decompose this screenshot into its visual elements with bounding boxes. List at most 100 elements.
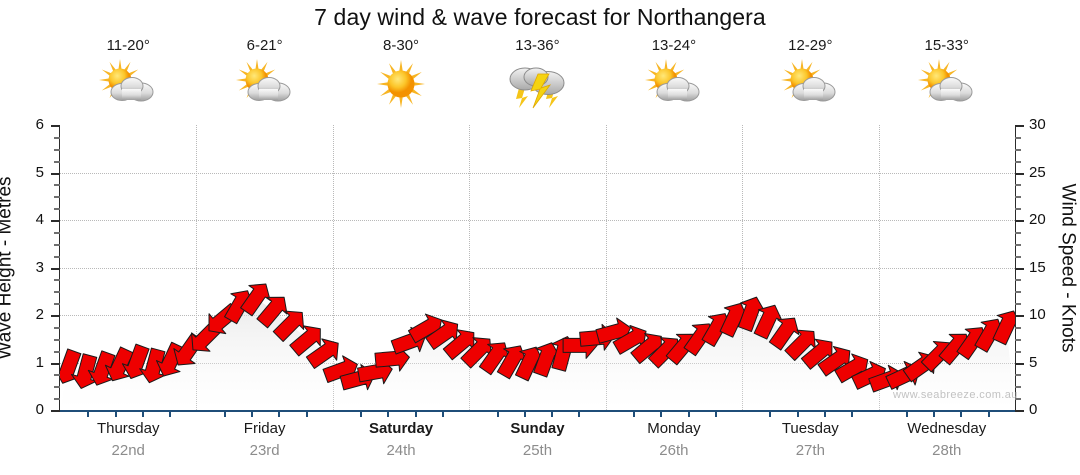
right-axis-minor-tick bbox=[1015, 279, 1021, 282]
left-axis-tick bbox=[51, 267, 60, 270]
right-axis-minor-tick bbox=[1015, 184, 1021, 187]
right-axis-minor-tick bbox=[1015, 160, 1021, 163]
x-axis-tick bbox=[414, 410, 417, 417]
right-axis-tick-label: 10 bbox=[1029, 306, 1046, 323]
left-axis-minor-tick bbox=[54, 208, 60, 211]
x-axis-tick bbox=[87, 410, 90, 417]
x-axis-tick bbox=[633, 410, 635, 417]
left-axis-tick-label: 4 bbox=[35, 211, 44, 228]
left-axis-tick-label: 1 bbox=[35, 353, 44, 371]
left-axis-tick-label: 6 bbox=[35, 116, 44, 133]
x-axis-tick bbox=[660, 410, 663, 417]
sun-behind-cloud-icon bbox=[778, 58, 842, 110]
horizontal-gridline bbox=[60, 267, 1015, 269]
left-axis-minor-tick bbox=[54, 231, 60, 234]
x-axis-tick bbox=[141, 410, 144, 417]
left-axis-tick-label: 3 bbox=[35, 258, 44, 276]
right-axis-minor-tick bbox=[1015, 196, 1021, 199]
x-axis-tick bbox=[251, 410, 253, 417]
day-date: 27th bbox=[795, 442, 825, 459]
day-separator-gridline bbox=[605, 125, 607, 410]
right-axis-minor-tick bbox=[1015, 303, 1021, 306]
x-axis-tick bbox=[496, 410, 499, 417]
day-date: 26th bbox=[659, 442, 689, 459]
left-axis-minor-tick bbox=[54, 338, 60, 341]
day-footer-monday: Monday 26th bbox=[606, 418, 742, 470]
day-separator-gridline bbox=[878, 125, 880, 410]
left-axis-tick bbox=[51, 315, 60, 317]
x-axis-tick bbox=[305, 410, 308, 417]
x-axis-tick bbox=[114, 410, 117, 417]
day-date: 24th bbox=[386, 442, 416, 459]
x-axis-tick bbox=[824, 410, 826, 417]
day-footer-strip: Thursday 22nd Friday 23rd Saturday 24th Sunday… bbox=[60, 418, 1015, 470]
temperature-range: 12-29° bbox=[788, 37, 833, 54]
thunderstorm-icon bbox=[505, 58, 569, 110]
right-axis-minor-tick bbox=[1015, 291, 1021, 294]
day-header-monday: 13-24° bbox=[606, 36, 742, 124]
wind-arrow-series bbox=[60, 283, 1015, 393]
x-axis-tick bbox=[551, 410, 554, 417]
x-axis-tick bbox=[905, 410, 908, 417]
left-axis-minor-tick bbox=[54, 196, 60, 199]
left-axis-minor-tick bbox=[54, 326, 60, 329]
right-axis-tick bbox=[1015, 172, 1024, 175]
right-axis-minor-tick bbox=[1015, 136, 1021, 139]
x-axis-tick bbox=[169, 410, 172, 417]
right-axis-minor-tick bbox=[1015, 255, 1021, 258]
left-axis-tick-label: 2 bbox=[35, 306, 44, 323]
day-header-saturday: 8-30° bbox=[333, 36, 469, 124]
left-axis-minor-tick bbox=[54, 136, 60, 139]
left-axis-minor-tick bbox=[54, 398, 60, 401]
sun-icon bbox=[369, 58, 433, 110]
day-footer-tuesday: Tuesday 27th bbox=[742, 418, 878, 470]
right-axis-tick-label: 20 bbox=[1029, 211, 1046, 228]
page-title: 7 day wind & wave forecast for Northange… bbox=[314, 4, 766, 30]
horizontal-gridline bbox=[60, 220, 1015, 221]
left-axis-tick-label: 5 bbox=[35, 163, 44, 181]
x-axis-tick bbox=[578, 410, 581, 417]
left-axis-tick-label: 0 bbox=[35, 401, 44, 418]
left-axis-minor-tick bbox=[54, 184, 60, 187]
day-separator-gridline bbox=[196, 125, 198, 410]
x-axis-tick bbox=[960, 410, 963, 417]
x-axis-tick bbox=[387, 410, 390, 417]
sun-behind-cloud-icon bbox=[642, 58, 706, 110]
day-date: 28th bbox=[932, 442, 962, 459]
right-axis-minor-tick bbox=[1015, 231, 1021, 234]
left-axis-minor-tick bbox=[54, 148, 60, 151]
x-axis-tick bbox=[851, 410, 854, 417]
right-axis-minor-tick bbox=[1015, 386, 1021, 389]
sun-behind-cloud-icon bbox=[233, 58, 297, 110]
day-footer-wednesday: Wednesday 28th bbox=[879, 418, 1015, 470]
day-name: Monday bbox=[647, 420, 701, 437]
left-axis-tick bbox=[51, 410, 60, 412]
right-axis-minor-tick bbox=[1015, 398, 1021, 401]
left-axis-minor-tick bbox=[54, 255, 60, 258]
right-axis-tick-label: 30 bbox=[1029, 116, 1046, 133]
temperature-range: 13-24° bbox=[651, 37, 697, 54]
day-footer-friday: Friday 23rd bbox=[196, 418, 332, 470]
left-axis-tick bbox=[51, 220, 60, 222]
right-axis-tick-label: 5 bbox=[1029, 353, 1038, 371]
left-axis-minor-tick bbox=[54, 243, 60, 246]
day-footer-saturday: Saturday 24th bbox=[333, 418, 469, 470]
x-axis-tick bbox=[769, 410, 772, 417]
temperature-range: 8-30° bbox=[383, 37, 420, 54]
day-name: Saturday bbox=[368, 420, 434, 437]
day-name: Sunday bbox=[510, 420, 565, 437]
day-date: 23rd bbox=[249, 442, 280, 459]
right-axis-minor-tick bbox=[1015, 208, 1021, 211]
x-axis-tick bbox=[442, 410, 444, 417]
right-axis-tick bbox=[1015, 125, 1024, 127]
day-name: Thursday bbox=[96, 420, 160, 437]
right-axis-minor-tick bbox=[1015, 350, 1021, 353]
temperature-range: 13-36° bbox=[515, 37, 560, 54]
wave-height-area bbox=[60, 298, 1015, 410]
bottom-axis-line bbox=[59, 410, 1016, 412]
right-axis-tick bbox=[1015, 220, 1024, 222]
right-axis-tick bbox=[1015, 267, 1024, 270]
horizontal-gridline bbox=[60, 172, 1015, 174]
day-name: Wednesday bbox=[907, 420, 987, 437]
